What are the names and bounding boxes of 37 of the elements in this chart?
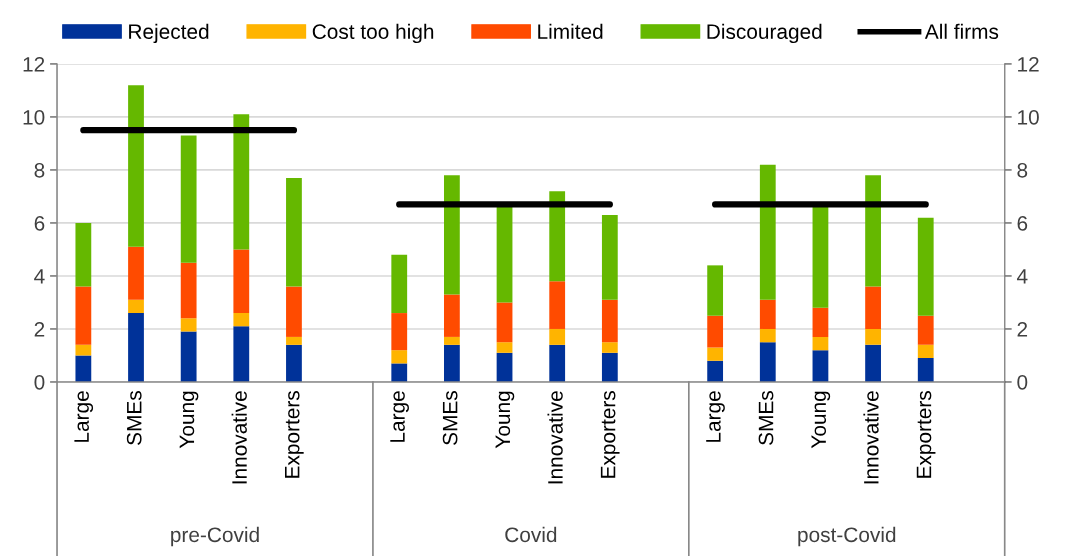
y-tick-label: 4 bbox=[34, 269, 45, 284]
x-tick-label: Exporters bbox=[600, 391, 620, 478]
x-tick-label: Large bbox=[706, 391, 725, 442]
x-tick-label: Innovative bbox=[547, 391, 563, 484]
x-tick-label: SMEs bbox=[442, 391, 458, 445]
y2-tick-label: 4 bbox=[1016, 269, 1028, 284]
x-tick-label: Large bbox=[390, 391, 409, 442]
y-tick-label: 8 bbox=[34, 162, 45, 178]
y-tick-label: 6 bbox=[34, 215, 45, 231]
y-tick-label: 12 bbox=[23, 56, 45, 72]
legend-label: Rejected bbox=[129, 23, 209, 44]
x-tick-label: Young bbox=[811, 391, 831, 449]
x-tick-label: Exporters bbox=[285, 391, 304, 478]
x-tick-label: Young bbox=[179, 391, 199, 449]
text: post-Covid bbox=[798, 526, 896, 547]
legend-label: All firms bbox=[924, 23, 999, 39]
y2-tick-label: 10 bbox=[1018, 109, 1039, 125]
y2-tick-label: 8 bbox=[1017, 162, 1028, 178]
x-tick-label: SMEs bbox=[758, 391, 774, 445]
x-tick-label: SMEs bbox=[126, 391, 142, 445]
legend-label: Limited bbox=[538, 23, 603, 39]
text: pre-Covid bbox=[171, 526, 259, 547]
text: Covid bbox=[505, 526, 557, 543]
x-tick-label: Large bbox=[74, 391, 94, 442]
y2-tick-label: 2 bbox=[1017, 321, 1028, 337]
y-tick-label: 0 bbox=[34, 374, 45, 390]
y2-tick-label: 0 bbox=[1017, 374, 1028, 390]
legend-label: Cost too high bbox=[312, 23, 434, 44]
x-tick-label: Exporters bbox=[916, 391, 936, 478]
legend-label: Discouraged bbox=[707, 23, 822, 44]
x-tick-label: Innovative bbox=[231, 391, 247, 484]
y2-tick-label: 6 bbox=[1017, 215, 1028, 231]
x-tick-label: Innovative bbox=[863, 391, 879, 484]
y2-tick-label: 12 bbox=[1018, 56, 1039, 72]
y-tick-label: 10 bbox=[23, 109, 45, 125]
y-tick-label: 2 bbox=[34, 321, 45, 337]
x-tick-label: Young bbox=[495, 391, 515, 449]
